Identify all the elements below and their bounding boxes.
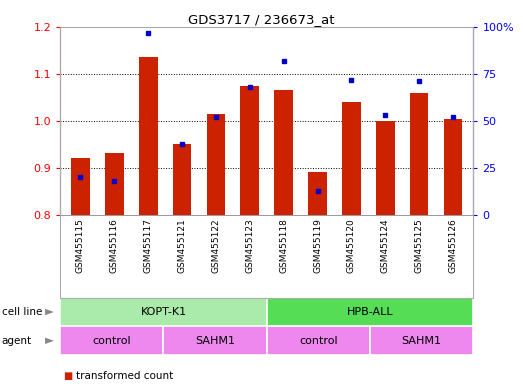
Text: SAHM1: SAHM1	[402, 336, 441, 346]
Text: GSM455116: GSM455116	[110, 218, 119, 273]
Text: GSM455126: GSM455126	[449, 218, 458, 273]
Text: GSM455118: GSM455118	[279, 218, 288, 273]
Text: HPB-ALL: HPB-ALL	[347, 307, 393, 317]
Text: GSM455123: GSM455123	[245, 218, 254, 273]
Text: GSM455119: GSM455119	[313, 218, 322, 273]
Bar	[105, 153, 123, 215]
Bar	[370, 326, 473, 355]
Bar	[275, 90, 293, 215]
Text: ■: ■	[63, 371, 72, 381]
Bar	[444, 119, 462, 215]
Text: GSM455122: GSM455122	[211, 218, 220, 273]
Text: control: control	[93, 336, 131, 346]
Text: GSM455121: GSM455121	[178, 218, 187, 273]
Text: agent: agent	[2, 336, 32, 346]
Bar	[207, 114, 225, 215]
Bar	[342, 102, 361, 215]
Bar	[60, 326, 163, 355]
Text: cell line: cell line	[2, 307, 42, 317]
Text: GSM455124: GSM455124	[381, 218, 390, 273]
Bar	[173, 144, 191, 215]
Bar	[267, 326, 370, 355]
Bar	[267, 298, 473, 326]
Bar	[139, 58, 157, 215]
Bar	[241, 86, 259, 215]
Text: GSM455120: GSM455120	[347, 218, 356, 273]
Bar	[410, 93, 428, 215]
Bar	[308, 172, 327, 215]
Text: control: control	[299, 336, 338, 346]
Bar	[163, 326, 267, 355]
Bar	[376, 121, 394, 215]
Text: GSM455117: GSM455117	[144, 218, 153, 273]
Bar	[60, 298, 267, 326]
Text: GSM455115: GSM455115	[76, 218, 85, 273]
Text: SAHM1: SAHM1	[195, 336, 235, 346]
Text: transformed count: transformed count	[76, 371, 173, 381]
Polygon shape	[45, 309, 54, 315]
Text: GSM455125: GSM455125	[415, 218, 424, 273]
Text: GDS3717 / 236673_at: GDS3717 / 236673_at	[188, 13, 335, 26]
Text: KOPT-K1: KOPT-K1	[140, 307, 187, 317]
Bar	[71, 158, 90, 215]
Polygon shape	[45, 338, 54, 344]
